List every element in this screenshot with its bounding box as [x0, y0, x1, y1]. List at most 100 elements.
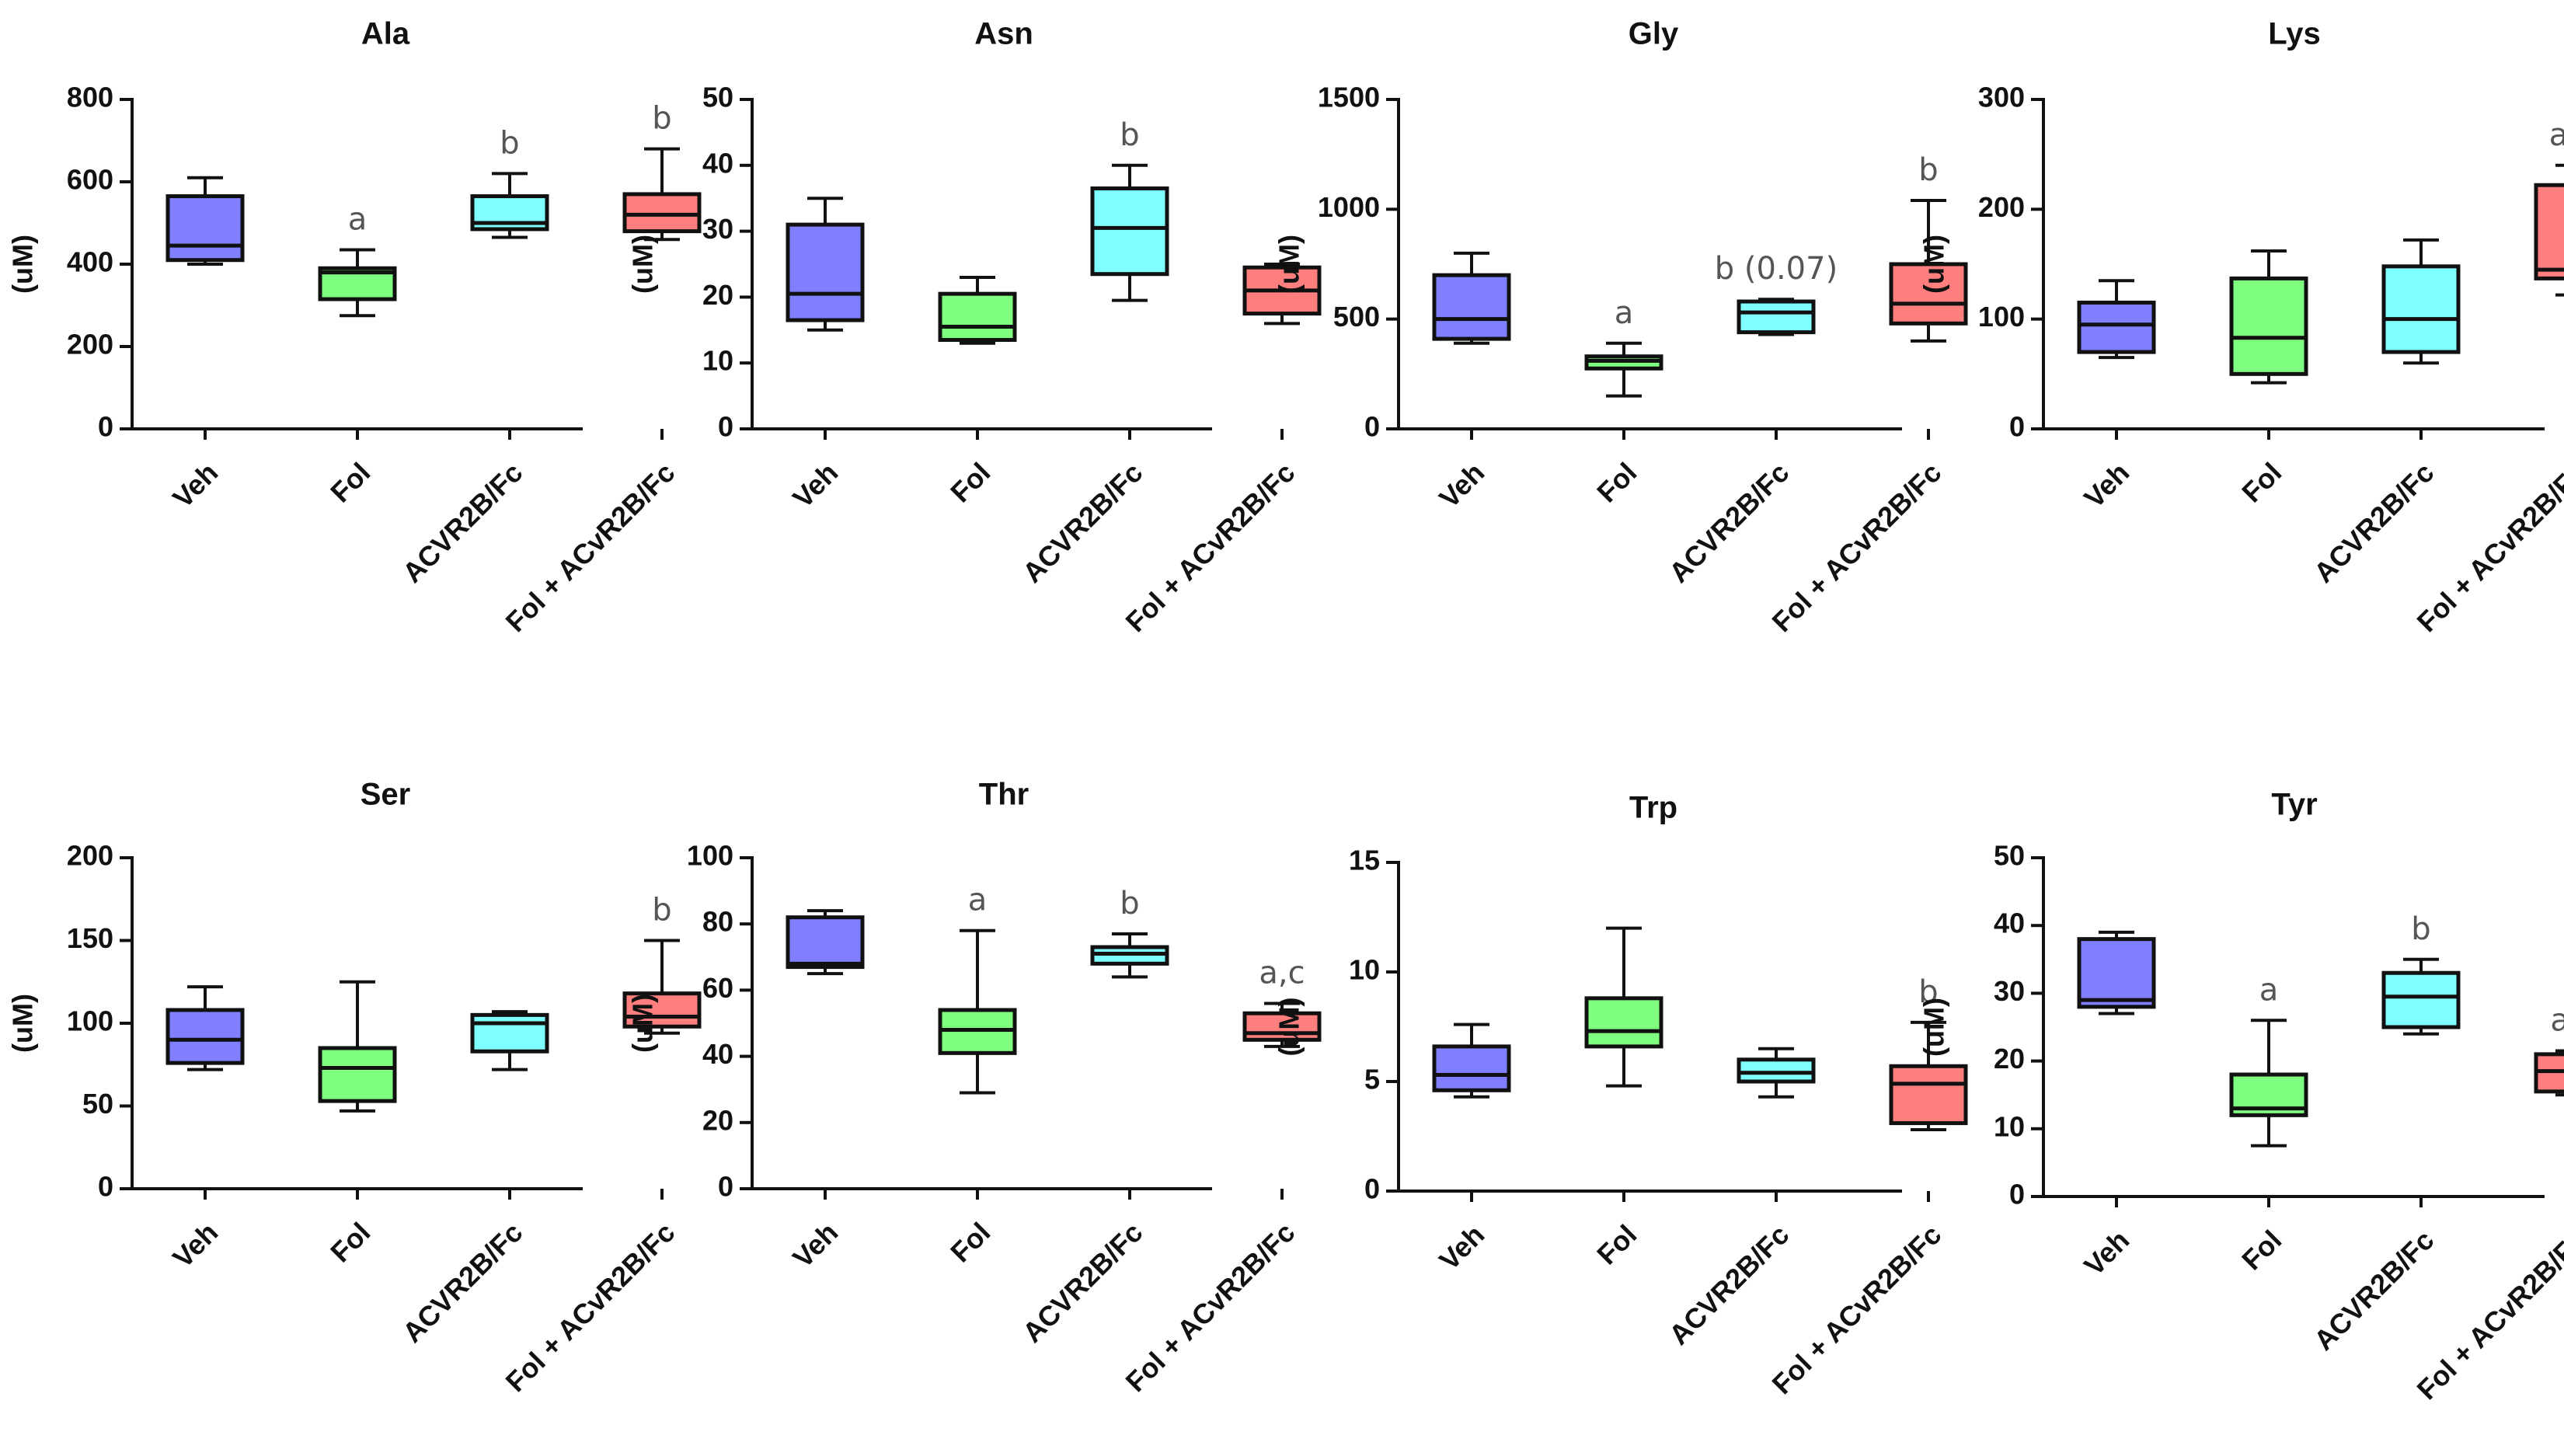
- box-1: Veh: [1432, 251, 1511, 514]
- box-2: a Fol: [938, 883, 1017, 1269]
- y-tick-label: 80: [702, 906, 733, 938]
- y-tick-label: 200: [67, 840, 113, 872]
- x-category-label: Veh: [2078, 456, 2135, 514]
- y-tick-label: 20: [702, 1104, 733, 1136]
- x-category-label: Fol + ACvR2B/Fc: [1766, 1218, 1948, 1400]
- iqr-box: [1737, 1057, 1816, 1084]
- y-tick-label: 100: [687, 840, 733, 872]
- y-axis-label: (uM): [7, 235, 39, 294]
- y-tick-label: 0: [98, 411, 113, 443]
- y-tick-label: 100: [67, 1005, 113, 1037]
- significance-label: b (0.07): [1715, 251, 1838, 287]
- panel-title: Gly: [1629, 17, 1679, 51]
- y-axis-label: (uM): [1273, 235, 1305, 294]
- x-category-label: Fol: [2235, 1224, 2287, 1276]
- panel-trp: Trp (uM) 0 5 10 15 Veh Fol ACVR2B/Fc b Fol + ACvR2…: [1273, 791, 1968, 1400]
- x-category-label: ACVR2B/Fc: [1016, 456, 1148, 588]
- box-1: Veh: [2077, 279, 2156, 514]
- panel-ser: Ser (uM) 0 50 100 150 200 Veh Fol ACVR2B/Fc b Fol +…: [7, 778, 702, 1398]
- significance-label: b: [1918, 152, 1938, 188]
- y-tick-label: 5: [1364, 1064, 1380, 1095]
- iqr-box: [1432, 273, 1511, 341]
- box-2: a Fol: [1584, 295, 1663, 509]
- significance-label: a,c: [2550, 1003, 2564, 1039]
- iqr-box: [1737, 299, 1816, 335]
- box-2: a Fol: [318, 201, 397, 509]
- panel-title: Ser: [361, 778, 411, 812]
- x-category-label: Fol + ACvR2B/Fc: [1120, 1216, 1301, 1398]
- y-tick-label: 40: [702, 147, 733, 179]
- box-1: Veh: [1432, 1022, 1511, 1277]
- y-tick-label: 200: [67, 329, 113, 361]
- y-axis-label: (uM): [1918, 235, 1950, 294]
- panel-title: Lys: [2268, 17, 2320, 51]
- x-category-label: ACVR2B/Fc: [1663, 1218, 1795, 1350]
- y-tick-label: 15: [1349, 845, 1380, 876]
- box-3: ACVR2B/Fc: [1663, 1047, 1816, 1351]
- y-tick-label: 300: [1978, 82, 2025, 113]
- significance-label: b: [500, 125, 519, 161]
- significance-label: a,b: [2549, 117, 2564, 153]
- x-category-label: ACVR2B/Fc: [396, 456, 528, 588]
- iqr-box: [786, 222, 865, 322]
- box-2: Fol: [1584, 926, 1663, 1271]
- x-category-label: Fol: [944, 1216, 996, 1268]
- iqr-box: [165, 1008, 245, 1065]
- x-category-label: Veh: [166, 1216, 224, 1273]
- significance-label: a,c: [1259, 955, 1305, 991]
- iqr-box: [938, 291, 1017, 343]
- y-tick-label: 0: [1364, 411, 1380, 443]
- y-tick-label: 100: [1978, 301, 2025, 333]
- box-4: b Fol + ACvR2B/Fc: [500, 101, 702, 638]
- x-category-label: Fol: [944, 456, 996, 508]
- iqr-box: [1889, 262, 1968, 326]
- iqr-box: [1090, 186, 1169, 277]
- x-category-label: Veh: [786, 456, 844, 514]
- y-tick-label: 1000: [1318, 191, 1380, 223]
- significance-label: a: [968, 883, 988, 918]
- y-tick-label: 40: [1994, 907, 2025, 939]
- x-category-label: ACVR2B/Fc: [1663, 456, 1795, 588]
- iqr-box: [1432, 1044, 1511, 1092]
- iqr-box: [165, 194, 245, 263]
- iqr-box: [2381, 264, 2461, 354]
- y-tick-label: 10: [1349, 954, 1380, 986]
- box-1: Veh: [786, 909, 865, 1274]
- y-tick-label: 200: [1978, 191, 2025, 223]
- x-category-label: Fol + ACvR2B/Fc: [1120, 456, 1301, 638]
- y-tick-label: 0: [98, 1171, 113, 1203]
- panel-title: Ala: [361, 17, 410, 51]
- y-tick-label: 20: [1994, 1043, 2025, 1075]
- significance-label: a: [2259, 972, 2279, 1008]
- significance-label: a: [348, 201, 368, 237]
- y-tick-label: 50: [702, 82, 733, 113]
- y-tick-label: 30: [1994, 975, 2025, 1007]
- y-tick-label: 40: [702, 1038, 733, 1070]
- iqr-box: [1584, 996, 1663, 1049]
- y-tick-label: 400: [67, 246, 113, 278]
- x-category-label: ACVR2B/Fc: [2308, 1224, 2440, 1356]
- box-1: Veh: [165, 985, 245, 1274]
- y-axis-label: (uM): [7, 994, 39, 1053]
- y-tick-label: 0: [2009, 1179, 2025, 1210]
- panel-ala: Ala (uM) 0 200 400 600 800 Veh a Fol b ACVR2B/Fc b Fo…: [7, 17, 702, 638]
- box-4: Fol + ACvR2B/Fc: [1120, 263, 1322, 638]
- x-category-label: Veh: [2078, 1224, 2135, 1281]
- box-3: b ACVR2B/Fc: [1016, 886, 1169, 1349]
- y-tick-label: 1500: [1318, 82, 1380, 113]
- y-tick-label: 10: [1994, 1110, 2025, 1142]
- box-3: b ACVR2B/Fc: [2308, 911, 2461, 1357]
- iqr-box: [2077, 300, 2156, 354]
- y-tick-label: 30: [702, 213, 733, 245]
- y-tick-label: 50: [82, 1088, 113, 1120]
- iqr-box: [470, 1012, 549, 1054]
- x-category-label: Fol + ACvR2B/Fc: [500, 1216, 681, 1398]
- x-category-label: ACVR2B/Fc: [396, 1216, 528, 1348]
- significance-label: b: [1120, 117, 1139, 153]
- box-3: ACVR2B/Fc: [2308, 238, 2461, 589]
- panel-title: Trp: [1629, 791, 1677, 825]
- x-category-label: Fol + ACvR2B/Fc: [1766, 456, 1948, 638]
